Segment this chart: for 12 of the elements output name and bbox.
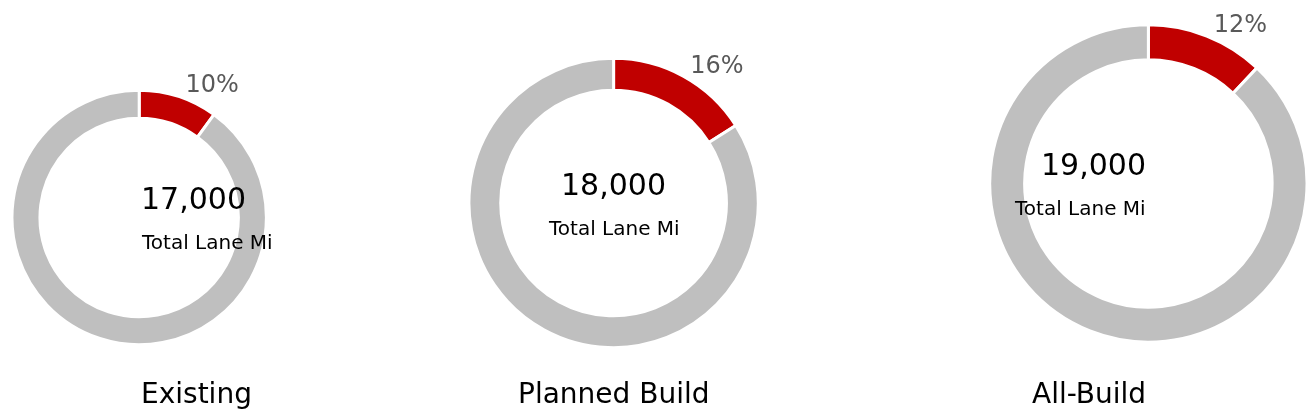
text: All-Build [1032, 377, 1147, 410]
text: 17,000 [141, 181, 246, 216]
data-label: 10% [185, 69, 239, 98]
text: 19,000 [1041, 147, 1146, 182]
text: Total Lane Mi [141, 230, 273, 254]
text: Existing [141, 377, 252, 410]
data-label: 16% [690, 51, 744, 80]
text: Total Lane Mi [548, 216, 680, 240]
data-label: 12% [1213, 9, 1268, 38]
text: 18,000 [561, 167, 666, 202]
text: Total Lane Mi [1014, 196, 1146, 220]
text: Planned Build [518, 377, 710, 410]
